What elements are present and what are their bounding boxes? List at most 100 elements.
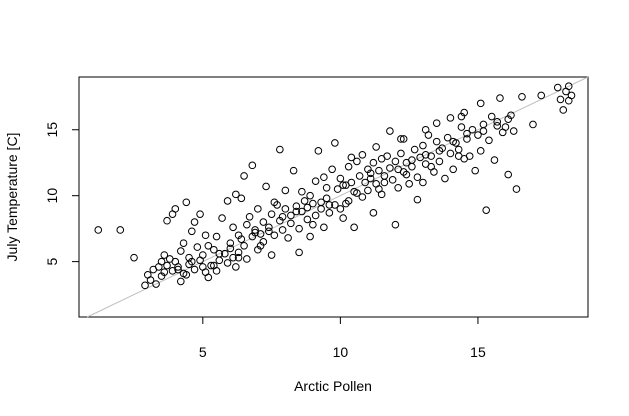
data-point [201,268,210,276]
data-point [353,189,361,197]
data-point [243,220,251,229]
data-point [276,216,284,225]
data-point [237,194,246,203]
data-point [188,227,196,236]
data-point [248,161,257,170]
data-point [427,162,435,171]
data-point [463,135,471,143]
data-point [322,183,331,192]
data-point [248,232,257,241]
data-point [375,185,383,193]
data-point [496,94,504,102]
data-point [287,211,295,220]
data-point [556,95,565,104]
y-tick-label: 15 [44,122,60,138]
data-point [240,241,248,250]
data-point [234,248,243,257]
x-tick-label: 10 [333,344,349,360]
data-point [369,209,378,217]
data-point [443,133,452,142]
data-point [210,245,218,254]
data-point [529,120,537,129]
data-point [303,215,312,224]
data-point [468,125,477,134]
data-point [369,158,378,167]
data-point [325,209,334,217]
data-point [507,111,515,120]
data-point [435,157,444,166]
data-point [331,139,339,147]
data-point [427,152,435,160]
data-point [157,257,166,266]
data-point [171,205,180,213]
reference-line [87,76,589,318]
data-point [215,256,224,265]
data-point [413,173,422,182]
data-point [207,261,215,270]
data-point [391,220,400,229]
data-point [309,220,317,229]
data-point [190,265,199,274]
data-point [380,178,389,187]
data-point [344,162,353,171]
x-axis-title: Arctic Pollen [294,378,372,394]
data-point [188,257,196,266]
data-point [454,145,463,154]
data-point [306,191,314,200]
data-point [284,234,292,242]
data-point [405,180,413,188]
data-point [259,218,268,226]
data-point [347,153,356,162]
data-point [402,170,411,179]
data-point [435,147,444,155]
data-point [262,182,270,191]
data-point [391,157,400,166]
data-point [278,212,287,221]
data-point [460,108,468,117]
data-point [397,149,405,158]
data-point [237,235,246,243]
data-point [493,118,502,126]
data-point [232,190,240,199]
data-point [160,268,169,276]
data-point [259,238,268,246]
data-point [174,265,182,274]
data-point [306,232,314,241]
data-point [240,172,248,180]
data-point [485,136,493,145]
data-point [421,125,430,134]
data-point [182,271,191,279]
data-point [298,207,306,216]
data-point [355,172,364,180]
data-point [212,232,221,241]
data-point [353,157,361,166]
data-point [314,147,323,155]
data-point [366,169,375,178]
data-point [419,141,427,150]
data-point [190,218,199,226]
data-point [196,210,204,218]
data-point [386,164,394,172]
data-point [463,129,471,138]
data-point [366,174,375,183]
data-point [432,137,441,146]
data-point [567,91,576,100]
data-point [309,199,317,208]
data-point [174,263,182,271]
data-point [388,176,397,184]
data-point [116,226,125,234]
data-point [267,210,276,218]
data-point [339,214,347,222]
data-point [317,205,325,213]
data-point [229,253,237,262]
data-point [559,106,568,114]
data-point [328,165,336,174]
data-point [168,267,177,275]
data-point [325,201,334,209]
data-point [226,244,235,253]
data-point [487,112,496,121]
data-point [256,230,265,238]
data-point [199,251,207,259]
data-point [474,131,482,139]
data-point [320,173,328,182]
